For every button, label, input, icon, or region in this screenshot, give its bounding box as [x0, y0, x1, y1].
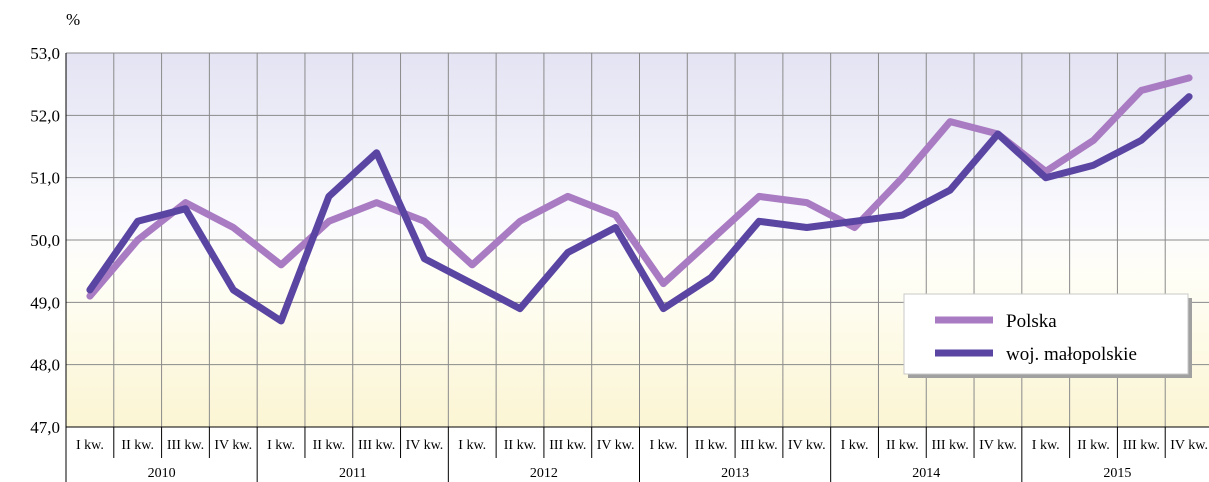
series-lines — [86, 74, 1193, 325]
x-tick-label-quarter: III kw. — [932, 438, 969, 453]
x-tick-label-quarter: I kw. — [76, 438, 104, 453]
legend-label-polska: Polska — [1006, 311, 1057, 332]
x-tick-label-quarter: II kw. — [121, 438, 154, 453]
x-tick-label-quarter: III kw. — [358, 438, 395, 453]
y-tick-label: 49,0 — [30, 293, 60, 312]
y-axis-unit-label: % — [66, 10, 80, 29]
y-tick-label: 53,0 — [30, 44, 60, 63]
x-tick-label-year: 2013 — [721, 466, 749, 481]
series-line-malopolskie — [86, 93, 1193, 325]
legend-box — [903, 293, 1189, 375]
axes: 47,0 48,0 49,0 50,0 51,0 52,0 53,0 I kw. II kw. I… — [30, 44, 1209, 482]
x-tick-label-quarter: I kw. — [1032, 438, 1060, 453]
x-tick-label-year: 2012 — [530, 466, 558, 481]
x-tick-label-quarter: IV kw. — [1170, 438, 1208, 453]
y-tick-label: 52,0 — [30, 106, 60, 125]
x-tick-label-quarter: III kw. — [740, 438, 777, 453]
y-tick-label: 48,0 — [30, 356, 60, 375]
x-tick-label-year: 2015 — [1103, 466, 1131, 481]
x-tick-label-quarter: II kw. — [886, 438, 919, 453]
x-tick-label-quarter: IV kw. — [979, 438, 1017, 453]
x-tick-label-quarter: II kw. — [695, 438, 728, 453]
x-tick-label-quarter: II kw. — [313, 438, 346, 453]
legend: Polska woj. małopolskie — [903, 293, 1192, 378]
x-tick-label-quarter: I kw. — [267, 438, 295, 453]
x-tick-label-quarter: IV kw. — [788, 438, 826, 453]
x-tick-label-year: 2011 — [339, 466, 366, 481]
x-tick-label-quarter: II kw. — [504, 438, 537, 453]
x-tick-label-quarter: III kw. — [549, 438, 586, 453]
x-tick-label-year: 2010 — [148, 466, 176, 481]
x-tick-label-quarter: I kw. — [649, 438, 677, 453]
x-tick-label-year: 2014 — [912, 466, 940, 481]
y-tick-label: 50,0 — [30, 231, 60, 250]
x-tick-label-quarter: IV kw. — [406, 438, 444, 453]
y-tick-label: 51,0 — [30, 169, 60, 188]
x-tick-label-quarter: III kw. — [1123, 438, 1160, 453]
x-tick-label-quarter: II kw. — [1077, 438, 1110, 453]
legend-label-malopolskie: woj. małopolskie — [1006, 344, 1137, 365]
x-tick-label-quarter: I kw. — [841, 438, 869, 453]
x-tick-label-quarter: IV kw. — [214, 438, 252, 453]
x-tick-label-quarter: III kw. — [167, 438, 204, 453]
y-tick-label: 47,0 — [30, 418, 60, 437]
x-tick-label-quarter: IV kw. — [597, 438, 635, 453]
x-tick-label-quarter: I kw. — [458, 438, 486, 453]
